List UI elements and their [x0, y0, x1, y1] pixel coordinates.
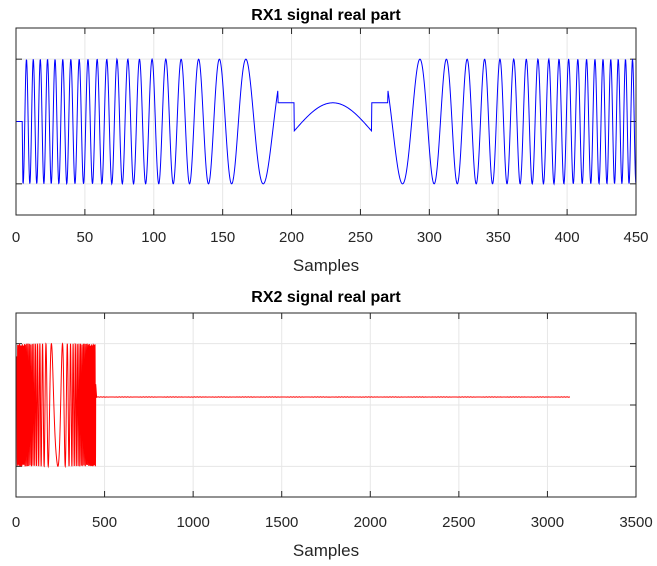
chart-rx2: 0 500 1000 1500 2000 2500 3000 3500 RX2 signal … — [12, 289, 653, 560]
rx1-signal-line — [16, 57, 637, 186]
rx1-axes-border — [15, 27, 637, 216]
x-tick-label: 0 — [12, 229, 20, 246]
x-tick-label: 150 — [210, 229, 235, 246]
rx1-title: RX1 signal real part — [251, 7, 401, 24]
x-tick-label: 1500 — [265, 514, 298, 531]
x-tick-label: 200 — [279, 229, 304, 246]
rx2-axes-border — [15, 312, 637, 498]
x-tick-label: 100 — [141, 229, 166, 246]
x-tick-label: 0 — [12, 514, 20, 531]
chart-rx1: 0 50 100 150 200 250 300 350 400 450 RX1 signal r… — [12, 7, 649, 275]
rx1-xlabel: Samples — [293, 256, 359, 275]
rx2-xlabel: Samples — [293, 541, 359, 560]
x-tick-label: 450 — [623, 229, 648, 246]
rx2-title: RX2 signal real part — [251, 289, 401, 306]
x-tick-label: 300 — [417, 229, 442, 246]
x-tick-label: 2000 — [354, 514, 387, 531]
x-tick-label: 3000 — [531, 514, 564, 531]
x-tick-label: 2500 — [442, 514, 475, 531]
rx2-signal-line — [16, 342, 571, 469]
x-tick-label: 3500 — [619, 514, 652, 531]
rx2-grid — [16, 313, 636, 497]
x-tick-label: 400 — [555, 229, 580, 246]
x-tick-label: 250 — [348, 229, 373, 246]
x-tick-label: 1000 — [176, 514, 209, 531]
x-tick-label: 500 — [92, 514, 117, 531]
x-tick-label: 50 — [77, 229, 94, 246]
x-tick-label: 350 — [486, 229, 511, 246]
rx1-tick-labels: 0 50 100 150 200 250 300 350 400 450 — [12, 229, 649, 246]
rx2-tick-labels: 0 500 1000 1500 2000 2500 3000 3500 — [12, 514, 653, 531]
